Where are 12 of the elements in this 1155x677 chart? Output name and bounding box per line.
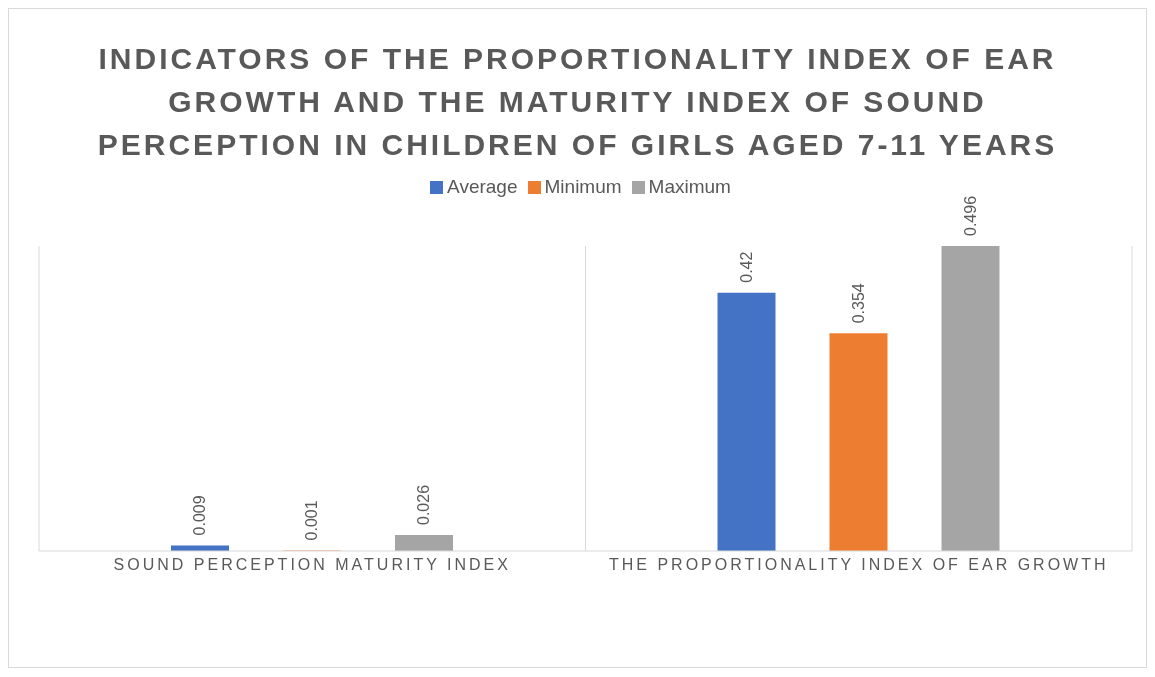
x-tick-label: THE PROPORTIONALITY INDEX OF EAR GROWTH [608,556,1109,574]
legend-label: Average [447,176,518,197]
data-label: 0.026 [415,484,433,526]
x-tick-label: SOUND PERCEPTION MATURITY INDEX [113,556,511,574]
legend-label: Minimum [544,176,622,197]
data-label: 0.001 [303,500,321,541]
data-label: 0.42 [738,251,755,283]
legend-label: Maximum [648,176,731,197]
data-label: 0.354 [850,283,867,324]
data-label: 0.496 [962,195,979,236]
chart-title: INDICATORS OF THE PROPORTIONALITY INDEX OF EAR GROWTH AND THE MATURITY INDEX OF SOUND PERCEPTION IN CHILDREN OF GIRLS AGED 7-11 YEARS [97,41,1058,163]
data-label: 0.009 [191,495,209,536]
